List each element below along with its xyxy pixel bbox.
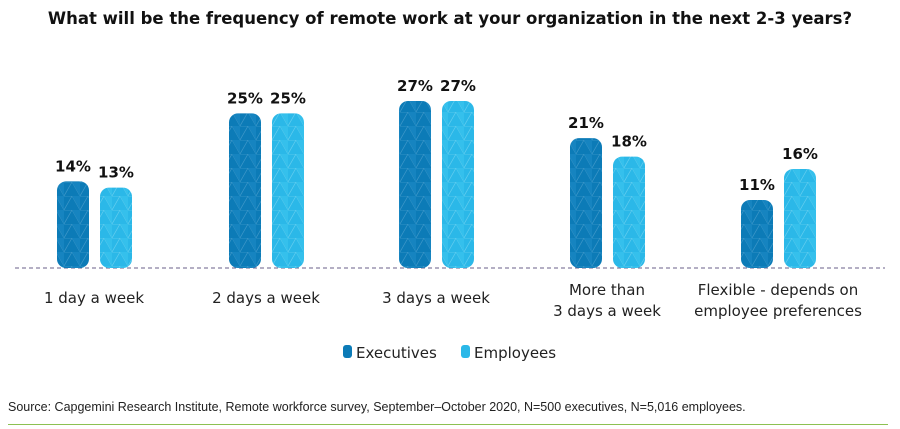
- data-label: 27%: [397, 77, 433, 95]
- bar-executives: [570, 138, 602, 268]
- category-label: employee preferences: [694, 302, 862, 320]
- bar-employees: [784, 169, 816, 268]
- bar-executives: [741, 199, 773, 268]
- bar-employees: [442, 101, 474, 268]
- data-label: 11%: [739, 176, 775, 194]
- data-label: 25%: [270, 89, 306, 107]
- data-label: 27%: [440, 77, 476, 95]
- legend: Executives Employees: [343, 344, 556, 362]
- data-label: 21%: [568, 114, 604, 132]
- data-label: 13%: [98, 164, 134, 182]
- legend-label: Employees: [474, 344, 556, 362]
- category-label: 3 days a week: [382, 289, 490, 307]
- legend-swatch: [461, 345, 470, 358]
- bar-executives: [229, 113, 261, 269]
- category-label: Flexible - depends on: [698, 281, 858, 299]
- legend-label: Executives: [356, 344, 437, 362]
- data-label: 14%: [55, 157, 91, 175]
- bar-executives: [57, 181, 89, 268]
- bar-employees: [100, 187, 132, 268]
- category-label: 1 day a week: [44, 289, 144, 307]
- data-label: 18%: [611, 133, 647, 151]
- data-label: 25%: [227, 89, 263, 107]
- chart-title: What will be the frequency of remote wor…: [47, 9, 853, 28]
- bar-employees: [613, 156, 645, 268]
- source-note: Source: Capgemini Research Institute, Re…: [8, 400, 746, 414]
- legend-swatch: [343, 345, 352, 358]
- bar-employees: [272, 113, 304, 269]
- bar-executives: [399, 101, 431, 268]
- category-label: 2 days a week: [212, 289, 320, 307]
- category-label: 3 days a week: [553, 302, 661, 320]
- divider: [8, 424, 888, 425]
- data-label: 16%: [782, 145, 818, 163]
- category-label: More than: [569, 281, 645, 299]
